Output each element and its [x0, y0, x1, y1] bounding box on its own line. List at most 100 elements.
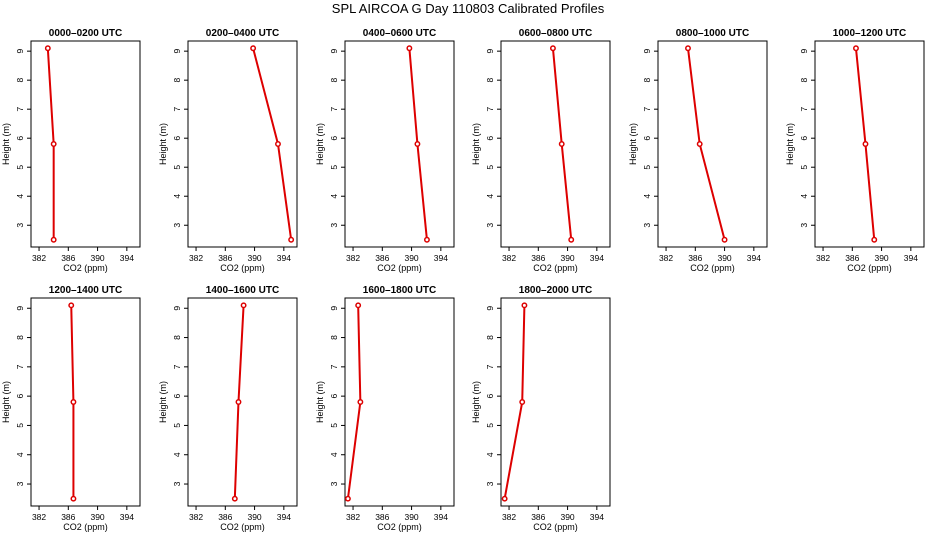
- y-tick-label: 8: [329, 78, 339, 83]
- y-tick-label: 5: [15, 423, 25, 428]
- x-tick-label: 390: [560, 253, 574, 263]
- x-tick-label: 390: [404, 253, 418, 263]
- x-tick-label: 390: [874, 253, 888, 263]
- chart-panel: 1000–1200 UTC 382 386 390 394 3 4 5 6 7 8 9 CO2 (ppm…: [785, 28, 925, 273]
- y-axis-label: Height (m): [628, 123, 638, 165]
- chart-panel: 0800–1000 UTC 382 386 390 394 3 4 5 6 7 8 9 CO2 (ppm…: [628, 28, 768, 273]
- y-tick-label: 8: [642, 78, 652, 83]
- plot-frame: [30, 40, 141, 248]
- x-tick-label: 394: [590, 512, 604, 522]
- x-tick-label: 382: [346, 253, 360, 263]
- x-tick-label: 390: [717, 253, 731, 263]
- y-tick-label: 4: [15, 452, 25, 457]
- data-point: [558, 141, 565, 147]
- x-tick-label: 386: [61, 253, 75, 263]
- data-point: [853, 45, 859, 52]
- y-tick-label: 4: [485, 452, 495, 457]
- x-tick-label: 382: [189, 253, 203, 263]
- y-tick-label: 8: [15, 78, 25, 83]
- plot-frame: [344, 297, 455, 507]
- data-point: [288, 236, 295, 243]
- chart-panel: 1600–1800 UTC 382 386 390 394 3 4 5 6 7 8 9 CO2 (ppm…: [315, 285, 455, 532]
- y-tick-label: 8: [15, 335, 25, 340]
- y-axis-label: Height (m): [471, 381, 481, 423]
- x-axis-label: CO2 (ppm): [220, 522, 265, 532]
- y-tick-label: 9: [799, 49, 809, 54]
- x-axis-label: CO2 (ppm): [690, 263, 735, 273]
- x-tick-label: 382: [189, 512, 203, 522]
- data-point: [250, 45, 257, 52]
- y-tick-label: 4: [642, 194, 652, 199]
- y-tick-label: 6: [329, 394, 339, 399]
- x-tick-label: 394: [590, 253, 604, 263]
- x-tick-label: 390: [90, 512, 104, 522]
- chart-panel: 0000–0200 UTC 382 386 390 394 3 4 5 6 7 8 9 CO2 (ppm…: [1, 28, 141, 273]
- data-point: [568, 236, 575, 243]
- y-tick-label: 5: [329, 423, 339, 428]
- x-axis-label: CO2 (ppm): [847, 263, 892, 273]
- y-tick-label: 5: [642, 165, 652, 170]
- y-tick-label: 3: [15, 481, 25, 486]
- x-axis-label: CO2 (ppm): [377, 522, 422, 532]
- data-point: [549, 45, 556, 52]
- panel-title: 1000–1200 UTC: [833, 28, 906, 39]
- data-point: [70, 399, 77, 405]
- x-tick-label: 382: [502, 253, 516, 263]
- y-tick-label: 8: [172, 78, 182, 83]
- y-tick-label: 7: [15, 364, 25, 369]
- y-tick-label: 3: [485, 223, 495, 228]
- panel-title: 1800–2000 UTC: [519, 285, 592, 296]
- chart-panel: 0600–0800 UTC 382 386 390 394 3 4 5 6 7 8 9 CO2 (ppm…: [471, 28, 611, 273]
- x-tick-label: 394: [277, 512, 291, 522]
- profile-line: [252, 48, 293, 240]
- x-tick-label: 382: [346, 512, 360, 522]
- y-tick-label: 5: [799, 165, 809, 170]
- y-tick-label: 5: [485, 423, 495, 428]
- x-tick-label: 386: [845, 253, 859, 263]
- y-tick-label: 7: [642, 107, 652, 112]
- plot-frame: [187, 297, 298, 507]
- data-point: [68, 302, 75, 309]
- x-tick-label: 382: [32, 253, 46, 263]
- panel-title: 0200–0400 UTC: [206, 28, 279, 39]
- panel-title: 1600–1800 UTC: [363, 285, 436, 296]
- x-tick-label: 394: [434, 512, 448, 522]
- y-tick-label: 3: [329, 481, 339, 486]
- y-tick-label: 8: [799, 78, 809, 83]
- data-point: [275, 141, 281, 147]
- y-axis-label: Height (m): [785, 123, 795, 165]
- data-point: [344, 495, 351, 502]
- y-tick-label: 4: [15, 194, 25, 199]
- data-point: [357, 399, 364, 405]
- data-point: [521, 302, 528, 309]
- y-tick-label: 6: [172, 136, 182, 141]
- data-point: [235, 399, 242, 405]
- x-tick-label: 390: [404, 512, 418, 522]
- x-tick-label: 382: [659, 253, 673, 263]
- y-tick-label: 9: [329, 49, 339, 54]
- y-tick-label: 7: [799, 107, 809, 112]
- data-point: [423, 236, 430, 243]
- data-point: [519, 399, 526, 405]
- x-tick-label: 382: [502, 512, 516, 522]
- x-axis-label: CO2 (ppm): [63, 263, 108, 273]
- data-point: [50, 236, 57, 243]
- x-tick-label: 390: [247, 512, 261, 522]
- x-axis-label: CO2 (ppm): [533, 522, 578, 532]
- x-tick-label: 390: [90, 253, 104, 263]
- x-tick-label: 386: [375, 512, 389, 522]
- y-tick-label: 9: [329, 306, 339, 311]
- panel-title: 0000–0200 UTC: [49, 28, 122, 39]
- x-tick-label: 390: [560, 512, 574, 522]
- y-axis-label: Height (m): [1, 123, 11, 165]
- y-tick-label: 5: [485, 165, 495, 170]
- plot-frame: [30, 297, 141, 507]
- y-tick-label: 5: [172, 165, 182, 170]
- y-tick-label: 6: [799, 136, 809, 141]
- panel-title: 0800–1000 UTC: [676, 28, 749, 39]
- x-axis-label: CO2 (ppm): [63, 522, 108, 532]
- panel-title: 0400–0600 UTC: [363, 28, 436, 39]
- panel-title: 1200–1400 UTC: [49, 285, 122, 296]
- y-axis-label: Height (m): [158, 123, 168, 165]
